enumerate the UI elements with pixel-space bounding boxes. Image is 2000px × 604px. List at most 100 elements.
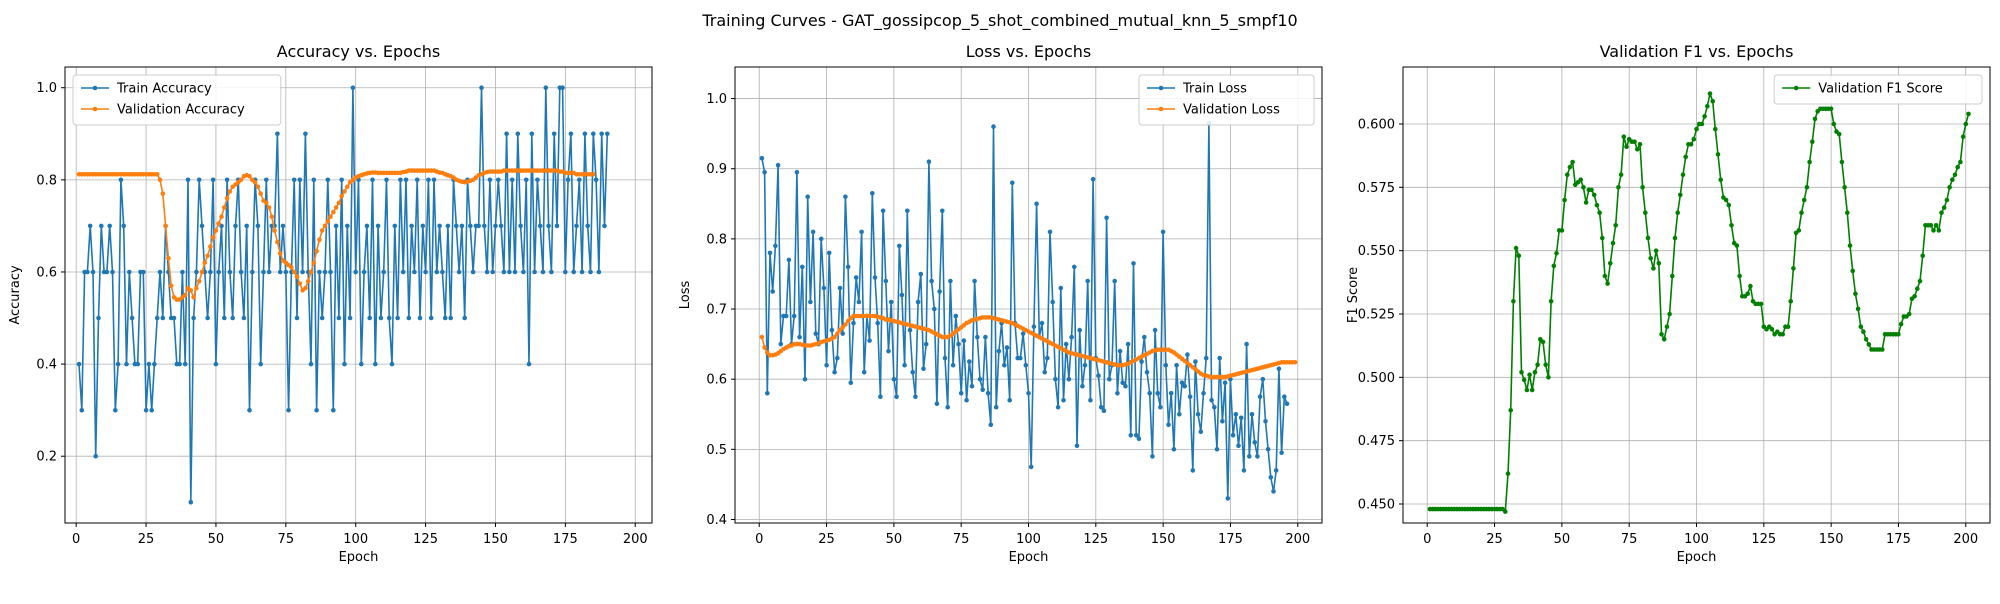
train-loss-point — [826, 250, 832, 256]
validation-f1-score-point — [1643, 210, 1648, 215]
train-loss-point — [765, 390, 770, 396]
train-accuracy-point — [129, 315, 135, 321]
f1-xtick-label: 175 — [1886, 532, 1911, 547]
f1-xtick-label: 150 — [1819, 532, 1844, 547]
train-accuracy-point — [462, 315, 468, 321]
train-loss-point — [1104, 215, 1109, 221]
validation-f1-score-point — [1845, 210, 1850, 215]
train-accuracy-point — [152, 361, 157, 367]
train-accuracy-point — [350, 85, 356, 90]
validation-accuracy-point — [303, 285, 308, 291]
f1-chart: Validation F1 vs. Epochs 0 25 50 75 100 125 150… — [1346, 42, 1991, 565]
accuracy-ytick-label: 1.0 — [36, 81, 57, 96]
f1-xlabel: Epoch — [1677, 550, 1717, 565]
validation-f1-score-point — [1812, 116, 1818, 122]
f1-legend-box — [1773, 74, 1983, 105]
accuracy-xtick-label: 175 — [553, 532, 578, 547]
train-loss-point — [773, 243, 778, 249]
validation-f1-score-point — [1947, 185, 1952, 190]
train-loss-point — [859, 229, 864, 235]
train-accuracy-point — [507, 269, 512, 275]
validation-f1-score-series — [1427, 91, 1971, 514]
validation-f1-score-point — [1688, 142, 1694, 147]
train-accuracy-point — [143, 407, 149, 413]
validation-accuracy-point — [163, 223, 168, 229]
validation-f1-score-point — [1734, 243, 1740, 248]
validation-f1-score-point — [1683, 154, 1688, 160]
train-loss-point — [1085, 278, 1090, 284]
train-loss-point — [794, 169, 800, 175]
f1-ytick-label: 0.600 — [1358, 118, 1395, 133]
validation-f1-score-point — [1810, 139, 1815, 144]
validation-f1-score-point — [1702, 114, 1707, 119]
validation-accuracy-point — [331, 209, 336, 215]
train-loss-point — [1020, 331, 1026, 336]
train-loss-point — [942, 355, 948, 361]
train-loss-point — [810, 229, 816, 235]
train-accuracy-point — [367, 315, 373, 321]
train-loss-point — [1007, 397, 1012, 403]
validation-accuracy-point — [322, 223, 328, 229]
train-loss-point — [802, 376, 808, 382]
validation-f1-score-point — [1637, 142, 1643, 147]
validation-f1-score-point — [1632, 139, 1637, 144]
train-loss-point — [934, 401, 940, 407]
validation-accuracy-point — [166, 255, 171, 261]
train-loss-point — [940, 208, 945, 214]
validation-f1-score-point — [1769, 326, 1775, 332]
validation-f1-score-point — [1645, 235, 1651, 241]
train-loss-point — [829, 327, 835, 333]
train-loss-point — [907, 327, 913, 333]
validation-f1-score-point — [1745, 291, 1750, 297]
train-loss-point — [1282, 394, 1287, 400]
validation-accuracy-point — [336, 200, 342, 206]
train-loss-point — [913, 394, 918, 400]
train-loss-point — [902, 362, 907, 368]
validation-accuracy-point — [182, 292, 188, 298]
train-accuracy-point — [602, 223, 607, 229]
train-loss-point — [1166, 422, 1171, 428]
train-loss-point — [861, 369, 867, 375]
train-accuracy-point — [417, 315, 423, 321]
train-accuracy-point — [196, 177, 202, 183]
validation-f1-score-point — [1928, 223, 1934, 228]
validation-f1-score-point — [1591, 192, 1597, 198]
train-accuracy-point — [487, 177, 493, 183]
train-accuracy-point — [339, 177, 345, 183]
train-loss-point — [1002, 362, 1007, 368]
validation-accuracy-point — [194, 285, 199, 291]
train-loss-point — [1055, 404, 1061, 410]
train-accuracy-point — [501, 269, 507, 275]
train-loss-point — [980, 387, 985, 393]
train-accuracy-point — [361, 269, 367, 275]
train-accuracy-point — [154, 315, 160, 321]
train-accuracy-point — [157, 269, 163, 275]
f1-ytick-label: 0.450 — [1358, 498, 1395, 513]
loss-ytick-label: 1.0 — [706, 92, 727, 107]
train-accuracy-point — [99, 223, 104, 229]
train-accuracy-point — [498, 223, 504, 229]
validation-accuracy-point — [325, 219, 331, 224]
train-loss-point — [983, 334, 988, 340]
train-accuracy-point — [454, 223, 459, 229]
train-loss-point — [786, 257, 792, 263]
train-loss-point — [1233, 412, 1239, 417]
validation-accuracy-point — [238, 177, 244, 183]
validation-loss-series — [759, 313, 1298, 380]
train-loss-point — [1112, 278, 1117, 284]
validation-accuracy-point — [289, 265, 294, 270]
train-accuracy-point — [476, 223, 482, 229]
train-loss-point — [1241, 468, 1247, 473]
validation-accuracy-point — [168, 283, 174, 289]
accuracy-legend-box — [72, 74, 282, 126]
loss-ytick-label: 0.5 — [706, 443, 727, 458]
train-loss-point — [972, 278, 977, 284]
train-accuracy-point — [537, 223, 543, 229]
validation-f1-score-point — [1667, 311, 1672, 317]
train-accuracy-point — [319, 315, 325, 321]
accuracy-chart-title: Accuracy vs. Epochs — [277, 42, 440, 61]
legend-validation-loss-marker — [1158, 106, 1164, 112]
validation-f1-score-point — [1917, 278, 1923, 284]
validation-accuracy-point — [224, 196, 230, 201]
